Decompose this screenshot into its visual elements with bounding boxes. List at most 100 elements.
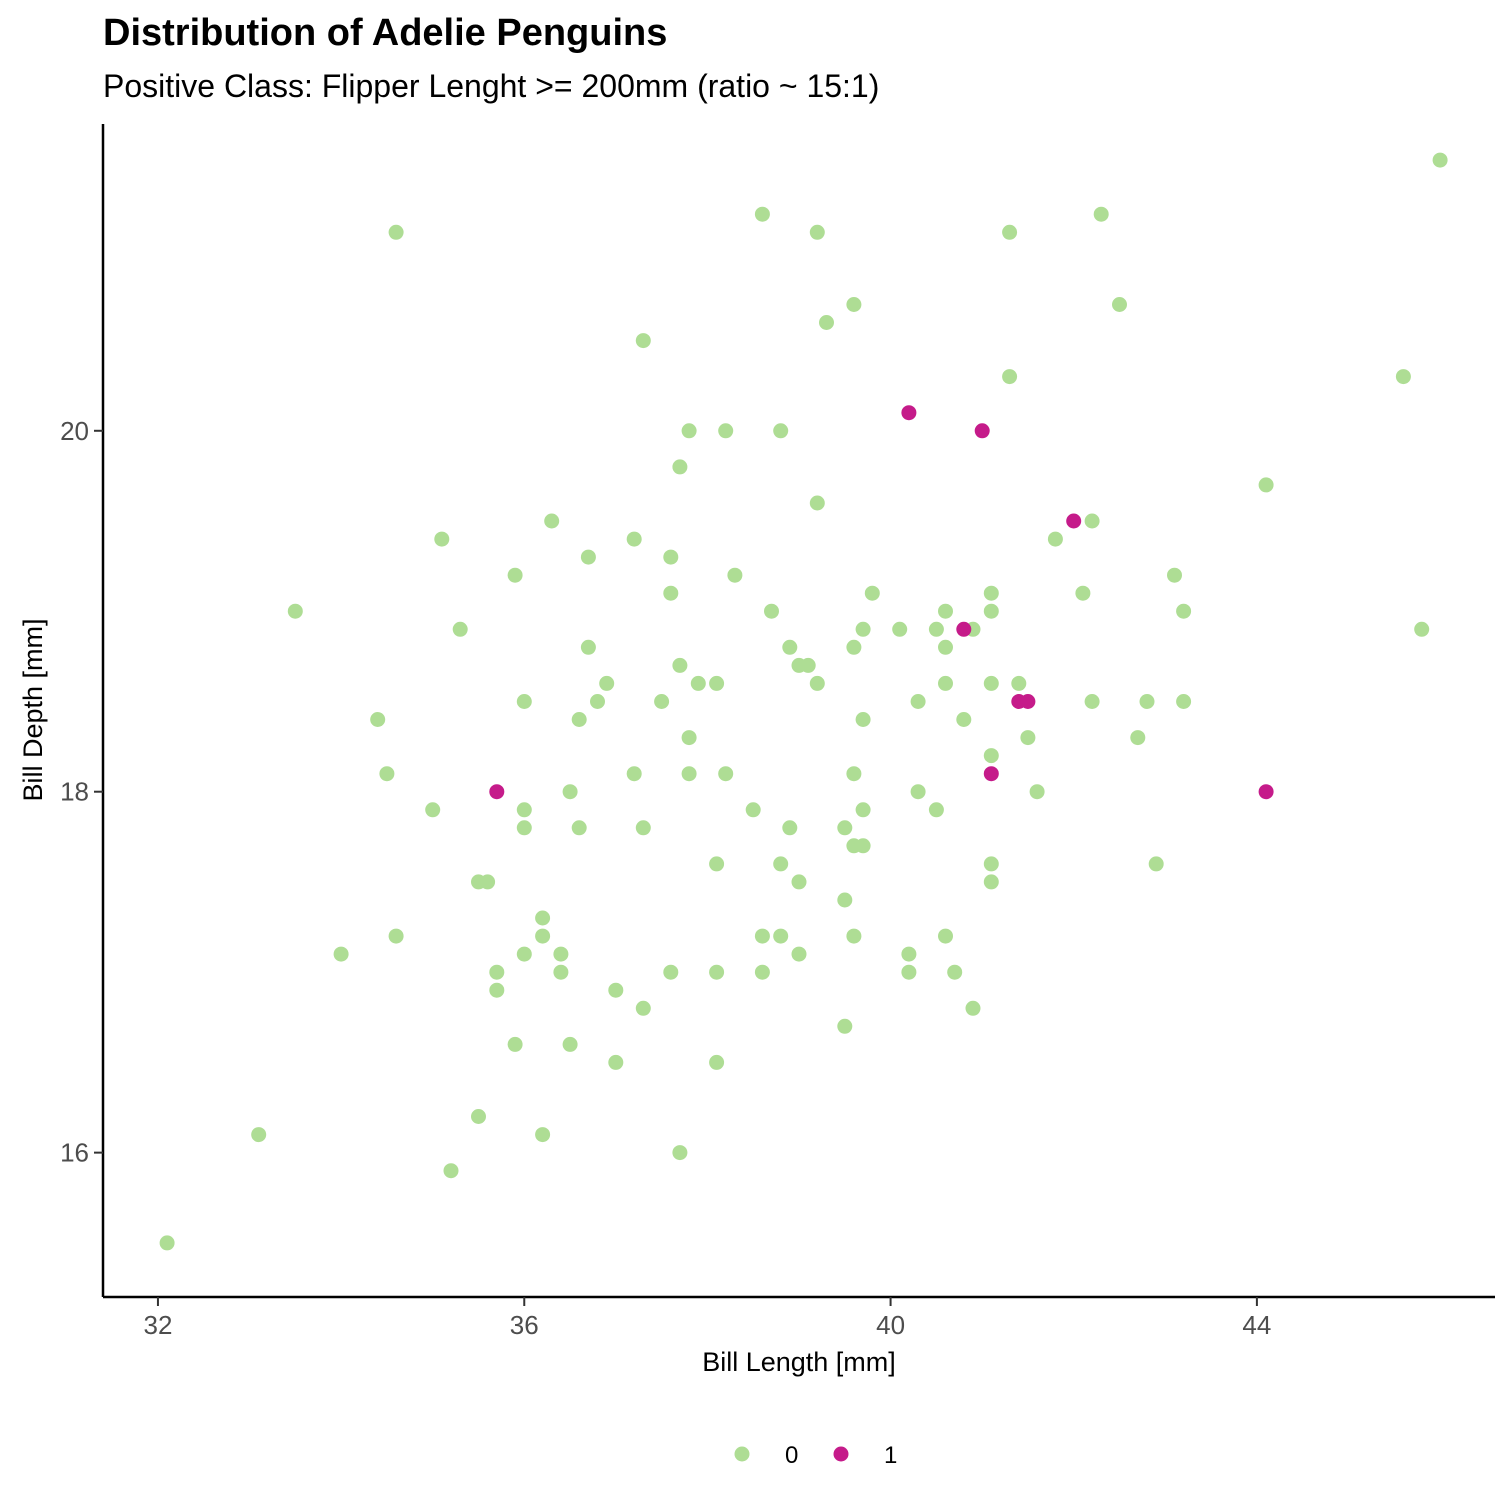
x-tick-label: 36	[510, 1310, 539, 1340]
data-point-class-0	[764, 603, 779, 619]
data-point-class-0	[1002, 369, 1018, 385]
data-point-class-0	[709, 964, 725, 980]
data-point-class-0	[507, 1036, 523, 1052]
data-point-class-0	[672, 1145, 688, 1161]
data-point-class-0	[1011, 675, 1027, 691]
data-point-class-0	[553, 964, 569, 980]
data-point-class-0	[516, 802, 532, 818]
data-point-class-0	[1047, 531, 1063, 547]
data-point-class-0	[800, 657, 816, 673]
data-point-class-0	[938, 603, 953, 619]
data-point-class-0	[846, 928, 862, 944]
y-tick-label: 20	[60, 416, 89, 446]
data-point-class-0	[928, 802, 944, 818]
data-point-class-0	[516, 946, 532, 962]
data-point-class-0	[516, 694, 532, 709]
data-point-class-0	[535, 910, 551, 926]
data-point-class-0	[608, 1054, 624, 1070]
data-point-class-0	[1084, 513, 1100, 529]
data-point-class-0	[773, 928, 789, 944]
data-point-class-1	[1020, 694, 1036, 709]
data-point-class-0	[553, 946, 569, 962]
data-point-class-0	[864, 585, 880, 601]
data-point-class-0	[709, 675, 725, 691]
data-point-class-0	[471, 1109, 486, 1124]
data-point-class-1	[1258, 784, 1274, 800]
data-point-class-0	[1139, 694, 1155, 709]
x-tick-label: 44	[1242, 1310, 1271, 1340]
chart-subtitle: Positive Class: Flipper Lenght >= 200mm …	[103, 68, 880, 104]
data-point-class-0	[855, 712, 871, 727]
data-point-class-0	[782, 820, 798, 836]
data-point-class-0	[370, 712, 386, 727]
data-point-class-1	[983, 766, 999, 782]
data-point-class-0	[892, 621, 908, 637]
data-point-class-0	[443, 1163, 459, 1179]
data-point-class-0	[1258, 477, 1274, 493]
data-point-class-0	[1002, 224, 1018, 240]
data-point-class-0	[535, 928, 551, 944]
data-point-class-0	[681, 423, 697, 439]
data-point-class-1	[489, 784, 505, 800]
data-point-class-0	[590, 694, 605, 709]
data-point-class-0	[1176, 603, 1192, 619]
data-point-class-0	[681, 730, 697, 746]
data-point-class-0	[983, 748, 999, 764]
data-point-class-0	[388, 928, 404, 944]
data-point-class-0	[938, 639, 953, 655]
data-point-class-0	[709, 856, 725, 872]
data-point-class-0	[516, 820, 532, 836]
data-point-class-0	[1167, 567, 1182, 583]
data-point-class-0	[1075, 585, 1091, 601]
data-point-class-0	[480, 874, 496, 890]
data-point-class-0	[571, 712, 587, 727]
data-point-class-0	[855, 838, 871, 854]
data-point-class-0	[1432, 152, 1448, 168]
data-point-class-0	[956, 712, 972, 727]
data-point-class-0	[983, 585, 999, 601]
x-tick-label: 32	[143, 1310, 172, 1340]
data-point-class-0	[947, 964, 963, 980]
data-point-class-0	[425, 802, 441, 818]
data-point-class-0	[809, 495, 825, 511]
data-point-class-0	[608, 982, 624, 998]
data-point-class-0	[773, 856, 789, 872]
data-point-class-0	[837, 892, 853, 908]
data-point-class-0	[901, 964, 917, 980]
data-point-class-0	[159, 1235, 175, 1251]
data-point-class-0	[910, 784, 926, 800]
data-point-class-0	[663, 585, 679, 601]
y-tick-label: 18	[60, 777, 89, 807]
data-point-class-0	[983, 856, 999, 872]
data-point-class-0	[452, 621, 468, 637]
data-point-class-0	[846, 297, 862, 312]
data-point-class-0	[910, 694, 926, 709]
data-point-class-0	[663, 964, 679, 980]
data-point-class-0	[1112, 297, 1127, 312]
data-point-class-0	[654, 694, 670, 709]
data-point-class-0	[846, 766, 862, 782]
data-point-class-0	[287, 603, 303, 619]
data-point-class-0	[709, 1054, 725, 1070]
data-point-class-0	[718, 766, 734, 782]
data-point-class-0	[489, 964, 505, 980]
data-point-class-1	[956, 621, 972, 637]
data-point-class-0	[855, 621, 871, 637]
data-point-class-0	[388, 224, 404, 240]
data-point-class-0	[489, 982, 505, 998]
data-point-class-1	[901, 405, 917, 421]
points-layer	[159, 152, 1448, 1251]
legend-label-0: 0	[785, 1442, 798, 1469]
data-point-class-0	[773, 423, 789, 439]
data-point-class-0	[754, 206, 770, 222]
data-point-class-0	[1176, 694, 1192, 709]
data-point-class-0	[901, 946, 917, 962]
data-point-class-0	[983, 874, 999, 890]
data-point-class-0	[434, 531, 450, 547]
data-point-class-0	[251, 1127, 267, 1143]
data-point-class-0	[983, 603, 999, 619]
data-point-class-0	[1029, 784, 1045, 800]
data-point-class-0	[635, 820, 651, 836]
data-point-class-0	[855, 802, 871, 818]
